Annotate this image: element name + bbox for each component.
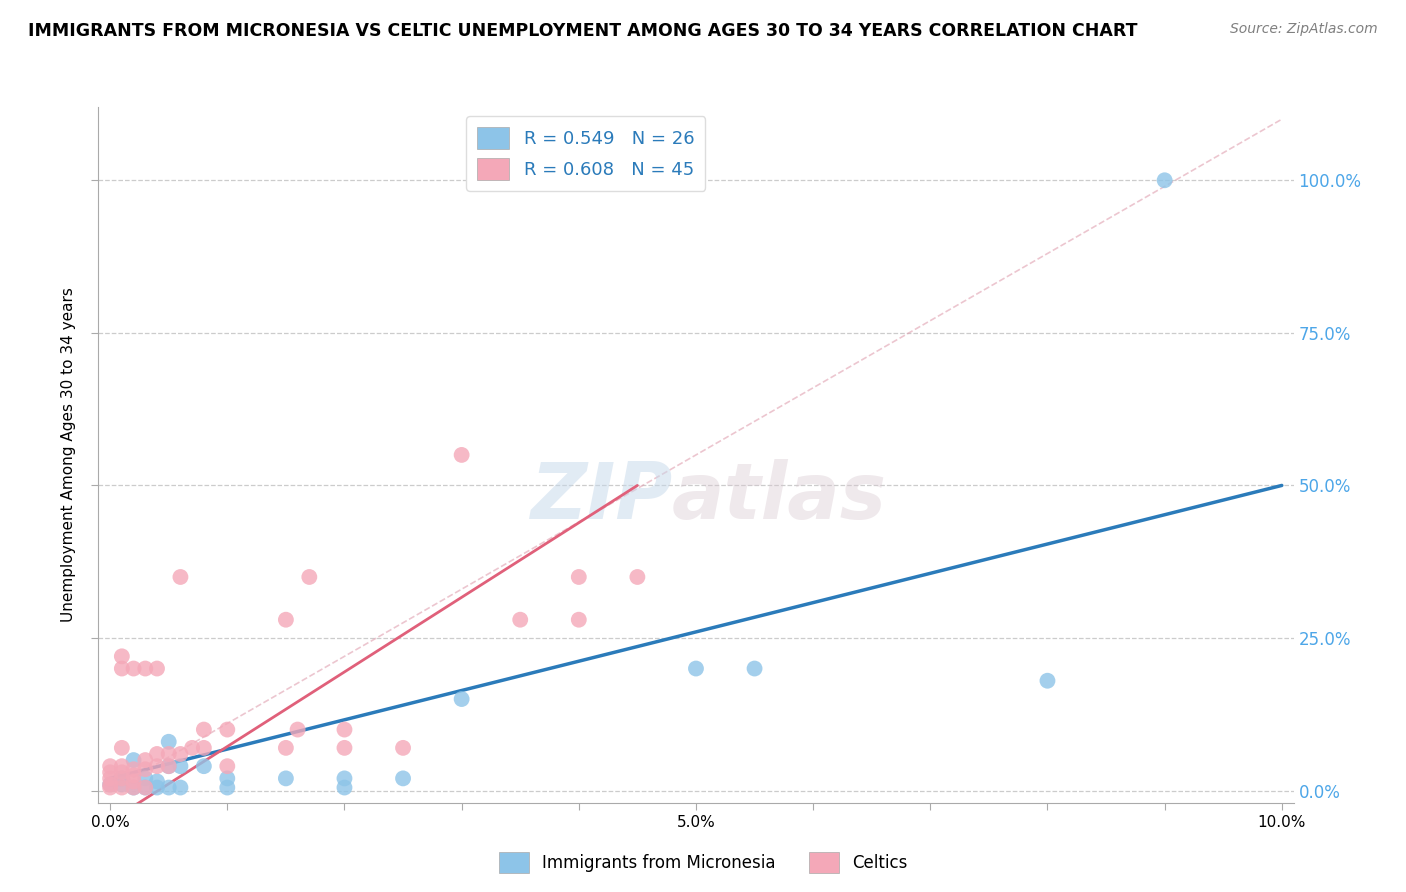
Point: [111, 759, 134, 773]
Point: [568, 613, 591, 627]
Point: [146, 759, 169, 773]
Point: [111, 777, 134, 791]
Point: [568, 570, 591, 584]
Point: [146, 780, 169, 795]
Point: [685, 661, 707, 675]
Point: [392, 772, 415, 786]
Point: [146, 747, 169, 761]
Point: [122, 753, 145, 767]
Point: [217, 723, 239, 737]
Point: [157, 735, 180, 749]
Legend: R = 0.549   N = 26, R = 0.608   N = 45: R = 0.549 N = 26, R = 0.608 N = 45: [465, 116, 706, 191]
Point: [111, 765, 134, 780]
Point: [744, 661, 766, 675]
Point: [98, 759, 121, 773]
Point: [134, 780, 156, 795]
Point: [217, 772, 239, 786]
Point: [298, 570, 321, 584]
Point: [193, 759, 215, 773]
Point: [450, 448, 472, 462]
Text: IMMIGRANTS FROM MICRONESIA VS CELTIC UNEMPLOYMENT AMONG AGES 30 TO 34 YEARS CORR: IMMIGRANTS FROM MICRONESIA VS CELTIC UNE…: [28, 22, 1137, 40]
Point: [193, 723, 215, 737]
Point: [146, 661, 169, 675]
Point: [98, 777, 121, 791]
Point: [122, 774, 145, 789]
Point: [111, 772, 134, 786]
Point: [1153, 173, 1175, 187]
Point: [111, 780, 134, 795]
Point: [157, 747, 180, 761]
Text: atlas: atlas: [672, 458, 887, 534]
Point: [111, 649, 134, 664]
Point: [111, 661, 134, 675]
Point: [146, 774, 169, 789]
Text: Source: ZipAtlas.com: Source: ZipAtlas.com: [1230, 22, 1378, 37]
Point: [274, 613, 297, 627]
Y-axis label: Unemployment Among Ages 30 to 34 years: Unemployment Among Ages 30 to 34 years: [60, 287, 76, 623]
Text: ZIP: ZIP: [530, 458, 672, 534]
Point: [217, 759, 239, 773]
Point: [134, 780, 156, 795]
Point: [122, 762, 145, 776]
Point: [98, 777, 121, 791]
Point: [1036, 673, 1059, 688]
Point: [122, 780, 145, 795]
Point: [181, 740, 204, 755]
Point: [122, 661, 145, 675]
Point: [333, 772, 356, 786]
Point: [134, 772, 156, 786]
Point: [333, 780, 356, 795]
Point: [169, 780, 191, 795]
Point: [122, 768, 145, 782]
Point: [169, 759, 191, 773]
Point: [111, 740, 134, 755]
Point: [626, 570, 648, 584]
Point: [217, 780, 239, 795]
Point: [274, 740, 297, 755]
Point: [134, 661, 156, 675]
Point: [111, 772, 134, 786]
Point: [98, 772, 121, 786]
Point: [392, 740, 415, 755]
Point: [333, 723, 356, 737]
Point: [193, 740, 215, 755]
Point: [134, 753, 156, 767]
Point: [157, 759, 180, 773]
Point: [274, 772, 297, 786]
Legend: Immigrants from Micronesia, Celtics: Immigrants from Micronesia, Celtics: [492, 846, 914, 880]
Point: [333, 740, 356, 755]
Point: [509, 613, 531, 627]
Point: [134, 762, 156, 776]
Point: [98, 780, 121, 795]
Point: [169, 747, 191, 761]
Point: [122, 780, 145, 795]
Point: [157, 780, 180, 795]
Point: [287, 723, 309, 737]
Point: [450, 692, 472, 706]
Point: [169, 570, 191, 584]
Point: [157, 759, 180, 773]
Point: [98, 765, 121, 780]
